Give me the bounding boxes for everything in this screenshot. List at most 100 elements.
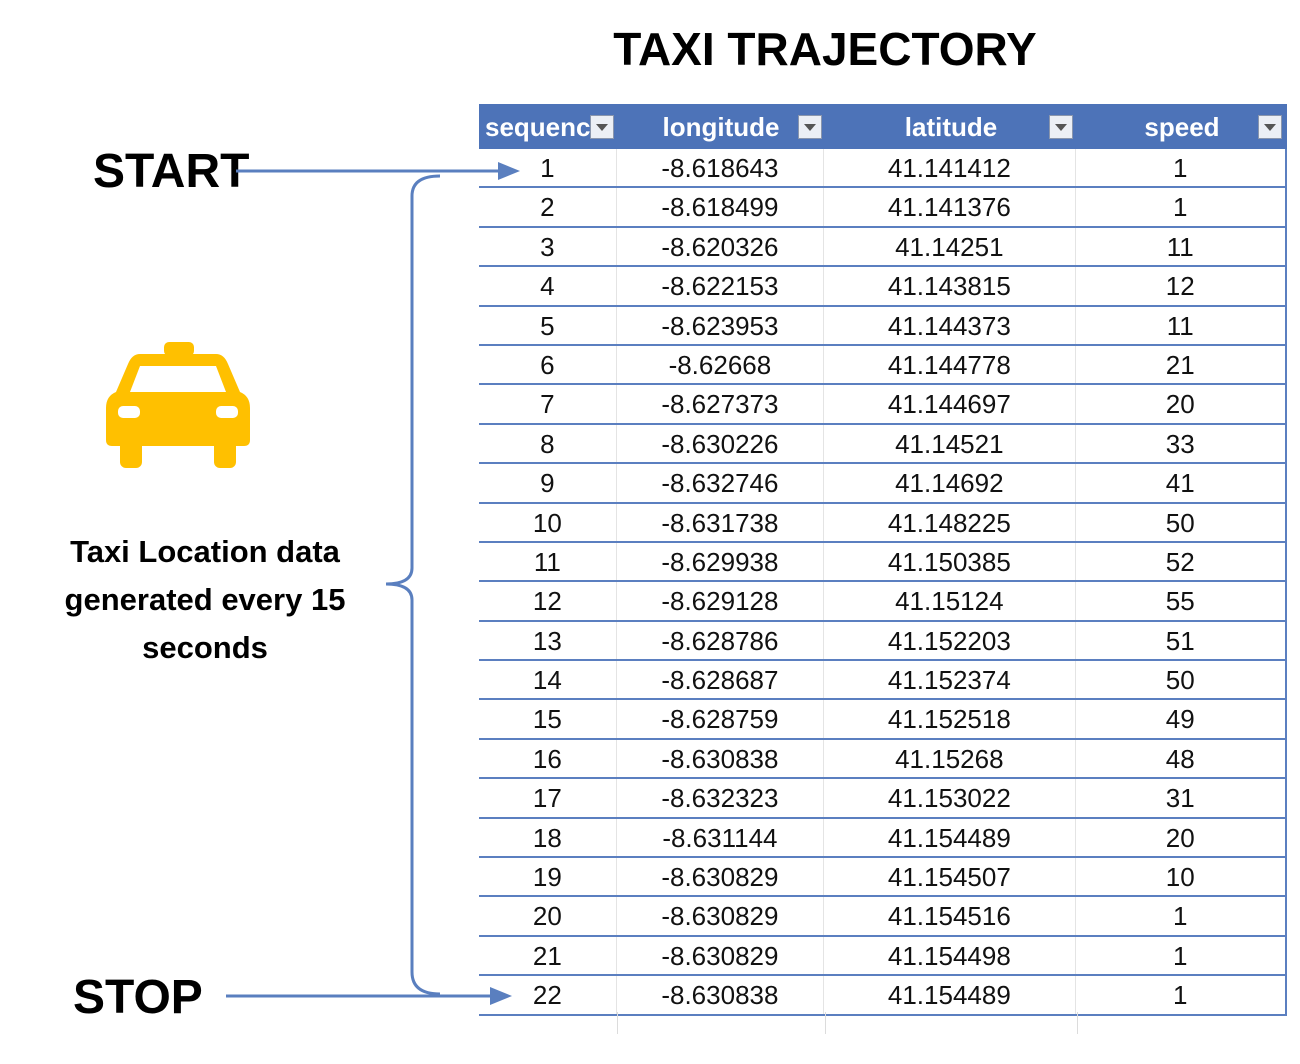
cell-longitude[interactable]: -8.62668 bbox=[617, 345, 825, 384]
cell-longitude[interactable]: -8.632746 bbox=[617, 464, 825, 502]
cell-sequence[interactable]: 17 bbox=[479, 779, 617, 817]
cell-latitude[interactable]: 41.14251 bbox=[824, 227, 1076, 266]
table-row[interactable]: 6 -8.62668 41.144778 21 bbox=[479, 345, 1287, 386]
cell-speed[interactable]: 10 bbox=[1165, 862, 1195, 893]
filter-dropdown-icon[interactable] bbox=[798, 115, 822, 139]
table-row[interactable]: 3 -8.620326 41.14251 11 bbox=[479, 227, 1287, 268]
cell-speed[interactable]: 55 bbox=[1165, 586, 1195, 617]
cell-sequence[interactable]: 19 bbox=[479, 858, 617, 896]
cell-sequence[interactable]: 13 bbox=[479, 621, 617, 660]
cell-longitude[interactable]: -8.631144 bbox=[617, 818, 825, 857]
cell-speed[interactable]: 33 bbox=[1165, 428, 1195, 459]
cell-longitude[interactable]: -8.628759 bbox=[617, 700, 825, 738]
cell-latitude[interactable]: 41.15268 bbox=[824, 739, 1076, 778]
cell-longitude[interactable]: -8.620326 bbox=[617, 227, 825, 266]
cell-sequence[interactable]: 15 bbox=[479, 700, 617, 738]
cell-longitude[interactable]: -8.622153 bbox=[617, 267, 825, 305]
cell-speed[interactable]: 20 bbox=[1165, 822, 1195, 853]
table-row[interactable]: 22 -8.630838 41.154489 1 bbox=[479, 976, 1287, 1016]
cell-sequence[interactable]: 1 bbox=[479, 149, 617, 187]
table-row[interactable]: 8 -8.630226 41.14521 33 bbox=[479, 424, 1287, 465]
table-row[interactable]: 5 -8.623953 41.144373 11 bbox=[479, 306, 1287, 346]
filter-dropdown-icon[interactable] bbox=[590, 115, 614, 139]
table-row[interactable]: 13 -8.628786 41.152203 51 bbox=[479, 621, 1287, 662]
filter-dropdown-icon[interactable] bbox=[1258, 115, 1282, 139]
cell-longitude[interactable]: -8.618499 bbox=[617, 188, 825, 226]
cell-sequence[interactable]: 20 bbox=[479, 897, 617, 935]
cell-latitude[interactable]: 41.14692 bbox=[824, 464, 1076, 502]
table-row[interactable]: 21 -8.630829 41.154498 1 bbox=[479, 936, 1287, 977]
cell-speed[interactable]: 50 bbox=[1165, 665, 1195, 696]
cell-sequence[interactable]: 16 bbox=[479, 739, 617, 778]
table-row[interactable]: 11 -8.629938 41.150385 52 bbox=[479, 542, 1287, 583]
cell-latitude[interactable]: 41.154516 bbox=[824, 897, 1076, 935]
cell-speed[interactable]: 51 bbox=[1165, 625, 1195, 656]
table-row[interactable]: 20 -8.630829 41.154516 1 bbox=[479, 897, 1287, 937]
cell-sequence[interactable]: 5 bbox=[479, 306, 617, 344]
cell-speed[interactable]: 1 bbox=[1173, 940, 1188, 971]
table-row[interactable]: 1 -8.618643 41.141412 1 bbox=[479, 149, 1287, 189]
cell-longitude[interactable]: -8.628786 bbox=[617, 621, 825, 660]
cell-speed[interactable]: 11 bbox=[1166, 231, 1194, 262]
table-row[interactable]: 9 -8.632746 41.14692 41 bbox=[479, 464, 1287, 504]
cell-speed[interactable]: 12 bbox=[1165, 271, 1195, 302]
cell-latitude[interactable]: 41.144373 bbox=[824, 306, 1076, 344]
table-row[interactable]: 18 -8.631144 41.154489 20 bbox=[479, 818, 1287, 859]
cell-sequence[interactable]: 21 bbox=[479, 936, 617, 975]
cell-speed[interactable]: 52 bbox=[1165, 546, 1195, 577]
table-row[interactable]: 12 -8.629128 41.15124 55 bbox=[479, 582, 1287, 622]
table-row[interactable]: 16 -8.630838 41.15268 48 bbox=[479, 739, 1287, 780]
table-row[interactable]: 14 -8.628687 41.152374 50 bbox=[479, 661, 1287, 701]
cell-latitude[interactable]: 41.154507 bbox=[824, 858, 1076, 896]
cell-sequence[interactable]: 18 bbox=[479, 818, 617, 857]
cell-speed[interactable]: 41 bbox=[1165, 468, 1195, 499]
cell-speed[interactable]: 1 bbox=[1173, 153, 1188, 183]
cell-sequence[interactable]: 11 bbox=[479, 542, 617, 581]
cell-longitude[interactable]: -8.632323 bbox=[617, 779, 825, 817]
cell-latitude[interactable]: 41.15124 bbox=[824, 582, 1076, 620]
cell-latitude[interactable]: 41.152203 bbox=[824, 621, 1076, 660]
cell-latitude[interactable]: 41.154489 bbox=[824, 976, 1076, 1014]
cell-latitude[interactable]: 41.153022 bbox=[824, 779, 1076, 817]
cell-longitude[interactable]: -8.630829 bbox=[617, 858, 825, 896]
table-row[interactable]: 7 -8.627373 41.144697 20 bbox=[479, 385, 1287, 425]
cell-longitude[interactable]: -8.629938 bbox=[617, 542, 825, 581]
cell-latitude[interactable]: 41.143815 bbox=[824, 267, 1076, 305]
cell-sequence[interactable]: 10 bbox=[479, 503, 617, 541]
cell-longitude[interactable]: -8.629128 bbox=[617, 582, 825, 620]
cell-latitude[interactable]: 41.154489 bbox=[824, 818, 1076, 857]
cell-sequence[interactable]: 6 bbox=[479, 345, 617, 384]
cell-longitude[interactable]: -8.628687 bbox=[617, 661, 825, 699]
cell-latitude[interactable]: 41.144778 bbox=[824, 345, 1076, 384]
cell-longitude[interactable]: -8.630838 bbox=[617, 739, 825, 778]
cell-longitude[interactable]: -8.630838 bbox=[617, 976, 825, 1014]
filter-dropdown-icon[interactable] bbox=[1049, 115, 1073, 139]
table-row[interactable]: 17 -8.632323 41.153022 31 bbox=[479, 779, 1287, 819]
cell-speed[interactable]: 1 bbox=[1173, 901, 1188, 932]
cell-speed[interactable]: 50 bbox=[1165, 507, 1195, 538]
cell-latitude[interactable]: 41.14521 bbox=[824, 424, 1076, 463]
cell-speed[interactable]: 31 bbox=[1165, 783, 1195, 814]
table-row[interactable]: 10 -8.631738 41.148225 50 bbox=[479, 503, 1287, 543]
cell-longitude[interactable]: -8.631738 bbox=[617, 503, 825, 541]
cell-sequence[interactable]: 3 bbox=[479, 227, 617, 266]
cell-sequence[interactable]: 22 bbox=[479, 976, 617, 1014]
cell-latitude[interactable]: 41.148225 bbox=[824, 503, 1076, 541]
cell-speed[interactable]: 21 bbox=[1165, 349, 1195, 380]
cell-latitude[interactable]: 41.141376 bbox=[824, 188, 1076, 226]
cell-latitude[interactable]: 41.150385 bbox=[824, 542, 1076, 581]
cell-latitude[interactable]: 41.152374 bbox=[824, 661, 1076, 699]
cell-latitude[interactable]: 41.144697 bbox=[824, 385, 1076, 423]
cell-speed[interactable]: 49 bbox=[1165, 704, 1195, 735]
cell-sequence[interactable]: 2 bbox=[479, 188, 617, 226]
table-row[interactable]: 2 -8.618499 41.141376 1 bbox=[479, 188, 1287, 228]
cell-latitude[interactable]: 41.141412 bbox=[824, 149, 1076, 187]
cell-longitude[interactable]: -8.630829 bbox=[617, 897, 825, 935]
cell-sequence[interactable]: 9 bbox=[479, 464, 617, 502]
cell-speed[interactable]: 11 bbox=[1166, 310, 1194, 341]
cell-longitude[interactable]: -8.630829 bbox=[617, 936, 825, 975]
cell-longitude[interactable]: -8.618643 bbox=[617, 149, 825, 187]
cell-longitude[interactable]: -8.630226 bbox=[617, 424, 825, 463]
cell-speed[interactable]: 1 bbox=[1173, 192, 1188, 223]
cell-sequence[interactable]: 7 bbox=[479, 385, 617, 423]
